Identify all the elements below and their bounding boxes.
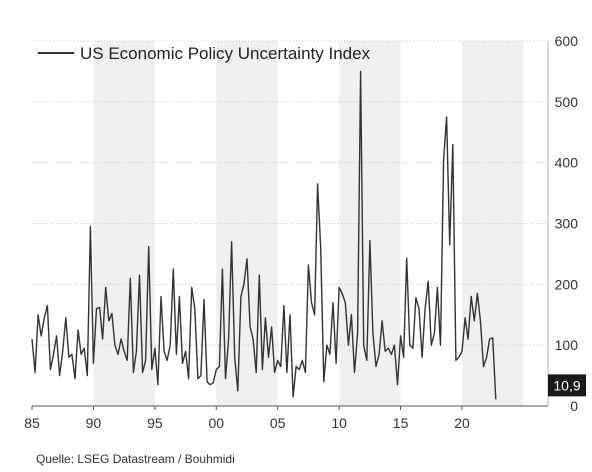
legend-label: US Economic Policy Uncertainty Index [80, 44, 371, 63]
last-value-label: 10,9 [553, 377, 580, 393]
legend: US Economic Policy Uncertainty Index [38, 44, 371, 63]
series-line [31, 70, 497, 400]
last-value-box [548, 374, 586, 397]
y-tick-label: 500 [555, 94, 579, 110]
axes [31, 41, 549, 410]
x-tick-label: 15 [393, 415, 409, 431]
x-tick-label: 85 [24, 415, 40, 431]
x-tick-labels: 85 90 95 00 05 10 15 20 [24, 415, 470, 431]
y-tick-label: 100 [555, 337, 579, 353]
x-tick-label: 20 [454, 415, 470, 431]
y-tick-labels: 0 100 200 300 400 500 600 [555, 33, 579, 414]
x-tick-label: 95 [147, 415, 163, 431]
shaded-band [93, 41, 155, 406]
x-tick-label: 90 [86, 415, 102, 431]
y-tick-label: 300 [555, 216, 579, 232]
y-tick-label: 400 [555, 155, 579, 171]
source-note: Quelle: LSEG Datastream / Bouhmidi [36, 452, 235, 466]
y-tick-label: 200 [555, 276, 579, 292]
last-value-marker: 10,9 [548, 374, 586, 397]
x-tick-label: 05 [270, 415, 286, 431]
shaded-band [339, 41, 401, 406]
series-lines [31, 70, 497, 400]
shaded-bands [93, 41, 524, 406]
y-tick-label: 0 [570, 398, 578, 414]
x-tick-label: 00 [208, 415, 224, 431]
y-tick-label: 600 [555, 33, 579, 49]
x-tick-label: 10 [331, 415, 347, 431]
